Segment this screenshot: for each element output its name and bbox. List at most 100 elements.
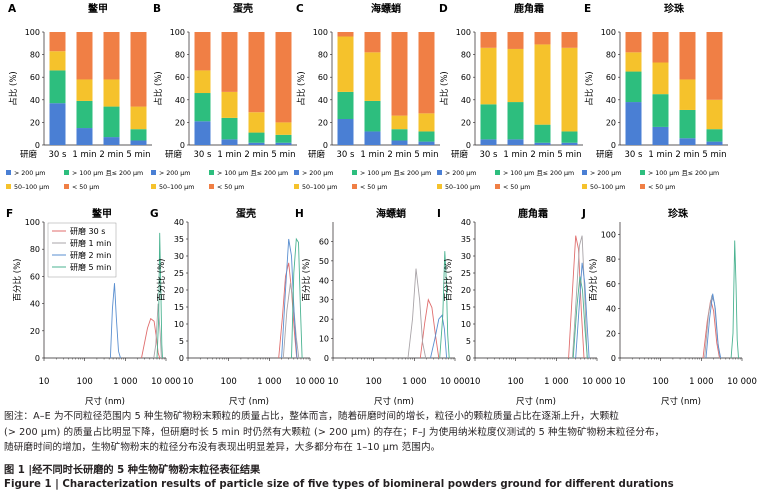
- legend-label: 50–100 μm: [159, 184, 194, 191]
- figure-note: 图注：A–E 为不同粒径范围内 5 种生物矿物粉末颗粒的质量占比，整体而言，随着…: [4, 409, 759, 456]
- bar-legend: > 200 μm > 100 μm 且≤ 200 μm 50–100 μm < 50 …: [6, 169, 143, 191]
- panel-title: 珍珠: [668, 207, 689, 220]
- y-tick-label: 25: [461, 269, 471, 278]
- y-axis-label: 占比 (%): [153, 71, 164, 105]
- bar-segment: [534, 124, 551, 143]
- series-line: [291, 237, 303, 359]
- bar-segment: [49, 103, 66, 145]
- x-tick-label: 30 s: [49, 150, 68, 160]
- legend-label: > 100 μm 且≤ 200 μm: [503, 169, 574, 177]
- y-tick-label: 20: [30, 118, 40, 127]
- y-axis-label: 百分比 (%): [156, 259, 167, 302]
- panel-title: 蛋壳: [233, 2, 253, 15]
- y-tick-label: 0: [611, 141, 616, 150]
- x-tick-label: 10: [39, 377, 50, 387]
- y-axis-label: 占比 (%): [296, 71, 307, 105]
- y-axis-label: 占比 (%): [584, 71, 595, 105]
- x-tick-label: 30 s: [337, 150, 356, 160]
- y-tick-label: 80: [175, 51, 185, 60]
- panel-letter: A: [8, 3, 17, 15]
- y-tick-label: 20: [461, 118, 471, 127]
- x-axis-prefix: 研磨: [165, 149, 183, 160]
- panel-letter: I: [437, 208, 441, 220]
- bar-segment: [275, 32, 292, 123]
- y-tick-label: 0: [611, 354, 616, 363]
- legend-label: 研磨 5 min: [70, 262, 111, 272]
- y-tick-label: 0: [35, 141, 40, 150]
- x-axis-label: 尺寸 (nm): [85, 396, 125, 407]
- y-axis-label: 占比 (%): [439, 71, 450, 105]
- y-tick-label: 10: [461, 320, 471, 329]
- note-line: (> 200 μm) 的质量占比明显下降，但研磨时长 5 min 时仍然有大颗粒…: [4, 426, 665, 438]
- legend-label: 研磨 1 min: [70, 238, 111, 248]
- bar-segment: [194, 70, 211, 94]
- bar-segment: [221, 139, 238, 145]
- x-tick-label: 2 min: [244, 150, 268, 160]
- legend-swatch: [582, 184, 587, 189]
- y-tick-label: 30: [319, 296, 329, 305]
- bar-legend: > 200 μm > 100 μm 且≤ 200 μm 50–100 μm < 50 …: [294, 169, 431, 191]
- x-axis-label: 尺寸 (nm): [374, 396, 414, 407]
- panel-title: 蛋壳: [236, 207, 256, 220]
- legend-label: < 50 μm: [217, 184, 244, 191]
- y-axis-label: 百分比 (%): [12, 259, 23, 302]
- y-tick-label: 40: [461, 218, 471, 227]
- y-tick-label: 0: [466, 354, 471, 363]
- bar-segment: [561, 131, 578, 143]
- bar-segment: [49, 32, 66, 52]
- bar-segment: [507, 48, 524, 103]
- bar-legend: > 200 μm > 100 μm 且≤ 200 μm 50–100 μm < 50 …: [151, 169, 288, 191]
- x-tick-label: 100: [653, 377, 669, 387]
- y-axis-label: 占比 (%): [8, 71, 19, 105]
- x-tick-label: 10: [328, 377, 339, 387]
- bar-segment: [221, 117, 238, 140]
- y-tick-label: 40: [318, 96, 328, 105]
- legend-label: < 50 μm: [72, 184, 99, 191]
- line-legend: 研磨 30 s 研磨 1 min 研磨 2 min 研磨 5 min: [47, 222, 117, 278]
- bar-segment: [706, 129, 723, 142]
- bar-segment: [418, 131, 435, 142]
- x-tick-label: 1 000: [402, 377, 426, 387]
- bar-segment: [507, 139, 524, 145]
- y-tick-label: 60: [606, 73, 616, 82]
- caption-chinese: 图 1 |经不同时长研磨的 5 种生物矿物粉末粒径表征结果: [4, 465, 261, 476]
- x-tick-label: 2 min: [530, 150, 554, 160]
- bar-segment: [679, 32, 696, 80]
- x-tick-label: 1 000: [544, 377, 568, 387]
- y-tick-label: 40: [30, 96, 40, 105]
- bar-segment: [364, 131, 381, 145]
- y-tick-label: 0: [179, 354, 184, 363]
- series-line: [702, 299, 720, 359]
- panel-letter: J: [581, 208, 586, 220]
- bar-segment: [364, 100, 381, 132]
- legend-swatch: [64, 170, 69, 175]
- x-axis-prefix: 研磨: [308, 149, 326, 160]
- x-tick-label: 1 min: [360, 150, 384, 160]
- bar-segment: [248, 32, 265, 113]
- y-tick-label: 15: [461, 303, 471, 312]
- x-tick-label: 30 s: [625, 150, 644, 160]
- x-tick-label: 100: [77, 377, 93, 387]
- x-tick-label: 1 000: [113, 377, 137, 387]
- bar-segment: [130, 129, 147, 141]
- bar-legend: > 200 μm > 100 μm 且≤ 200 μm 50–100 μm < 50 …: [582, 169, 719, 191]
- legend-label: > 200 μm: [14, 170, 45, 177]
- y-tick-label: 20: [318, 118, 328, 127]
- bar-segment: [534, 142, 551, 145]
- bar-segment: [391, 115, 408, 130]
- x-tick-label: 1 min: [72, 150, 96, 160]
- y-tick-label: 100: [25, 28, 40, 37]
- y-tick-label: 35: [461, 235, 471, 244]
- x-tick-label: 10 000: [151, 377, 181, 387]
- bar-segment: [337, 91, 354, 120]
- bar-segment: [706, 141, 723, 145]
- bar-segment: [194, 121, 211, 145]
- series-line: [705, 293, 722, 359]
- legend-label: 50–100 μm: [302, 184, 337, 191]
- legend-label: > 200 μm: [445, 170, 476, 177]
- legend-frame: [47, 222, 117, 278]
- legend-label: > 100 μm 且≤ 200 μm: [217, 169, 288, 177]
